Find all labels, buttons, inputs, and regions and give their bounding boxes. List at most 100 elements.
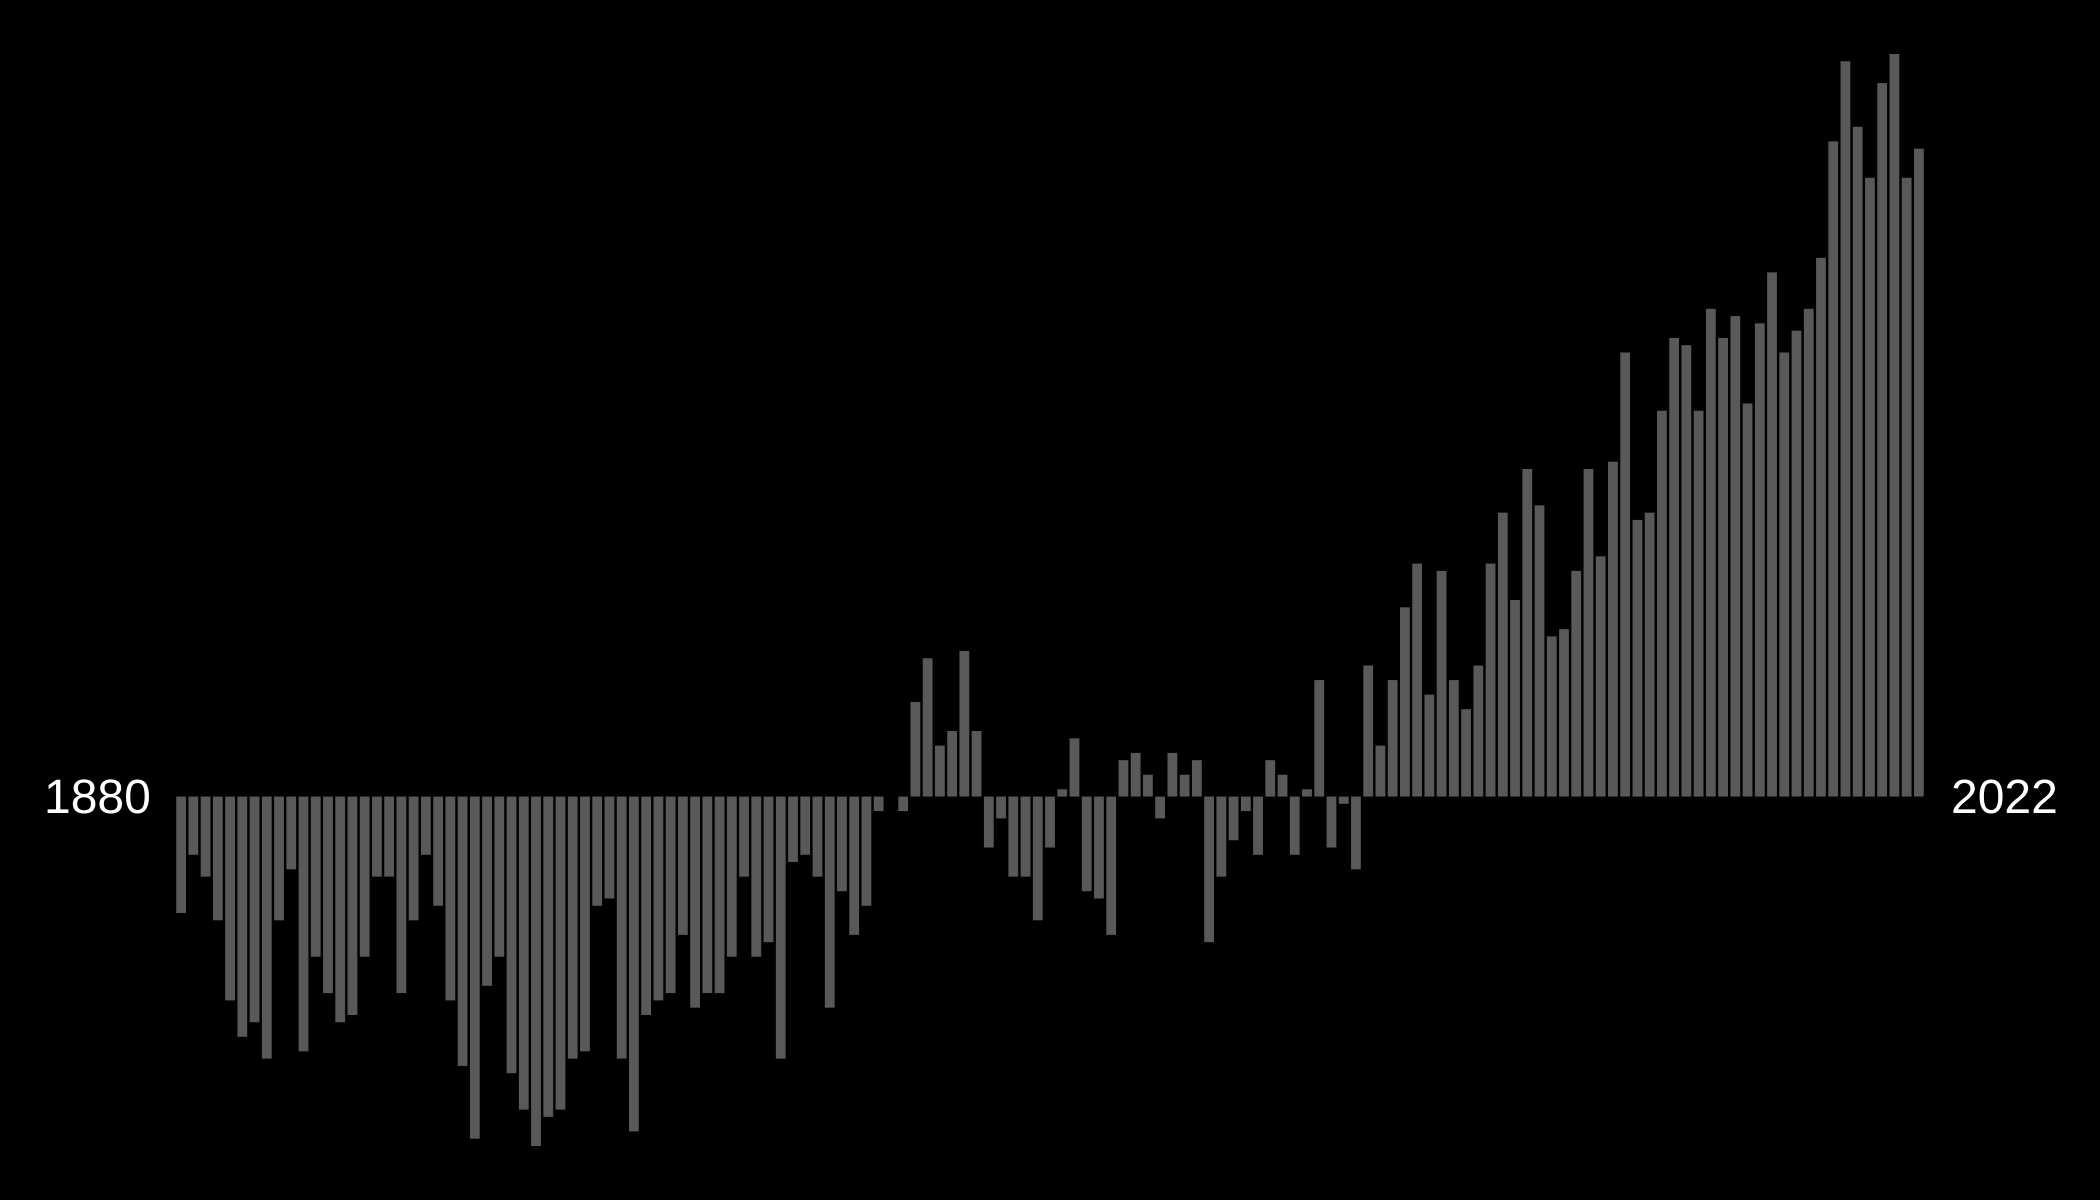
bar-1928 — [763, 796, 774, 943]
bar-1964 — [1204, 796, 1214, 943]
bar-2019 — [1877, 83, 1888, 797]
bar-1987 — [1485, 563, 1496, 797]
bar-1920 — [665, 796, 676, 994]
bar-1902 — [445, 796, 456, 1001]
bar-1997 — [1608, 461, 1618, 797]
bar-1930 — [788, 796, 798, 863]
bar-1956 — [1106, 796, 1117, 935]
bar-1979 — [1387, 680, 1398, 797]
bar-1976 — [1351, 796, 1361, 870]
bar-1913 — [580, 796, 590, 1052]
bar-1975 — [1338, 796, 1349, 804]
bar-1940 — [910, 701, 921, 797]
bar-1912 — [567, 796, 578, 1059]
bar-1962 — [1179, 774, 1190, 797]
bar-1959 — [1143, 774, 1153, 797]
bar-1917 — [629, 796, 639, 1132]
bar-1905 — [482, 796, 492, 986]
bar-1904 — [469, 796, 480, 1139]
bar-1900 — [420, 796, 431, 855]
bar-1957 — [1118, 760, 1129, 797]
bar-1896 — [372, 796, 382, 877]
bar-1910 — [543, 796, 554, 1117]
bar-2010 — [1767, 272, 1777, 797]
bar-2016 — [1840, 61, 1851, 797]
bar-2002 — [1669, 337, 1680, 797]
bar-2022 — [1913, 148, 1924, 797]
bar-1925 — [726, 796, 737, 957]
bar-1893 — [335, 796, 346, 1023]
bar-1967 — [1240, 796, 1251, 812]
bar-1926 — [739, 796, 749, 877]
bar-1989 — [1510, 600, 1520, 797]
bar-1922 — [690, 796, 700, 1008]
bar-1915 — [604, 796, 615, 899]
bar-1883 — [212, 796, 223, 921]
bar-1978 — [1375, 745, 1386, 797]
x-end-label: 2022 — [1951, 771, 2058, 824]
bar-1993 — [1559, 629, 1569, 797]
bar-1960 — [1155, 796, 1166, 819]
bar-1972 — [1302, 789, 1312, 797]
bar-1951 — [1045, 796, 1055, 848]
bar-2001 — [1656, 410, 1667, 797]
bar-1986 — [1473, 665, 1484, 797]
bar-1911 — [555, 796, 566, 1110]
bar-1880 — [176, 796, 187, 914]
bar-1995 — [1583, 468, 1594, 797]
bar-2014 — [1816, 257, 1826, 797]
bar-1894 — [347, 796, 358, 1015]
bar-1929 — [775, 796, 786, 1059]
bar-1950 — [1032, 796, 1043, 921]
bar-1944 — [959, 650, 970, 797]
bar-1901 — [433, 796, 444, 906]
bar-1884 — [225, 796, 235, 1001]
bar-1961 — [1167, 752, 1178, 797]
bar-1907 — [506, 796, 517, 1074]
bar-series — [176, 54, 1924, 1146]
bar-1888 — [274, 796, 284, 921]
bar-1999 — [1632, 519, 1643, 797]
bar-1924 — [714, 796, 725, 994]
bar-1886 — [249, 796, 260, 1023]
bar-1903 — [457, 796, 468, 1066]
bar-1994 — [1571, 570, 1582, 797]
bar-2009 — [1754, 323, 1765, 797]
bar-1942 — [934, 745, 945, 797]
bar-2017 — [1852, 126, 1863, 797]
bar-1983 — [1436, 570, 1447, 797]
bar-1916 — [616, 796, 627, 1059]
bar-1939 — [898, 796, 909, 812]
bar-1970 — [1277, 774, 1288, 797]
bar-1966 — [1228, 796, 1239, 841]
bar-1932 — [812, 796, 823, 877]
bar-1881 — [188, 796, 199, 855]
bar-1992 — [1546, 636, 1557, 797]
bar-2003 — [1681, 345, 1692, 797]
bar-1887 — [261, 796, 272, 1059]
bar-1934 — [837, 796, 847, 892]
bar-1946 — [983, 796, 994, 848]
bar-1891 — [310, 796, 321, 957]
bar-2018 — [1865, 177, 1875, 797]
bar-1945 — [971, 731, 982, 797]
bar-1965 — [1216, 796, 1227, 877]
bar-1984 — [1448, 680, 1459, 797]
bar-1953 — [1069, 738, 1080, 797]
bar-1927 — [751, 796, 762, 957]
bar-1895 — [359, 796, 370, 957]
bar-1937 — [873, 796, 884, 812]
bar-1968 — [1253, 796, 1263, 855]
bar-2012 — [1791, 330, 1802, 797]
bar-2008 — [1742, 403, 1753, 797]
bar-1898 — [396, 796, 407, 994]
bar-1931 — [800, 796, 811, 855]
bar-1906 — [494, 796, 505, 957]
bar-1988 — [1497, 512, 1508, 797]
bar-1981 — [1412, 563, 1423, 797]
bar-1969 — [1265, 760, 1276, 797]
bar-1919 — [653, 796, 664, 1001]
bar-1892 — [323, 796, 333, 994]
bar-1973 — [1314, 680, 1325, 797]
bar-1882 — [200, 796, 211, 877]
